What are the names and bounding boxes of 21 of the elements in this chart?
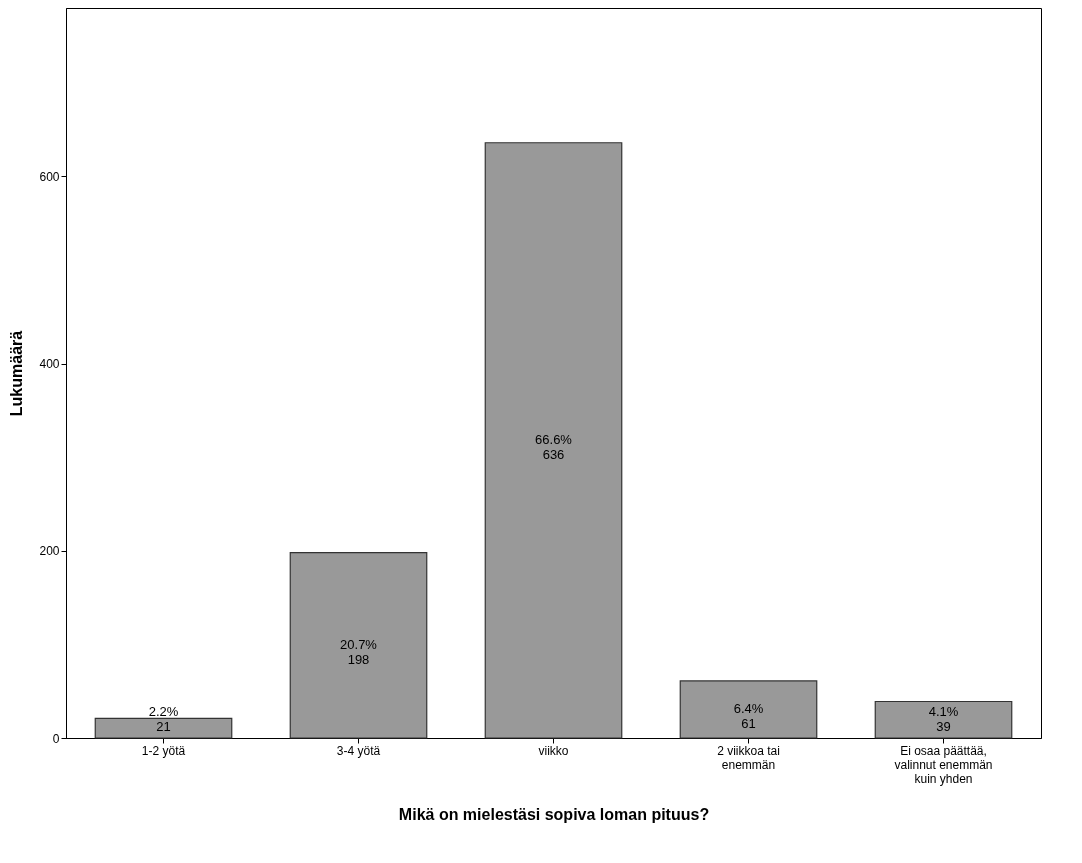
- y-tick-label: 0: [52, 731, 60, 746]
- data-label: 4.1% 39: [928, 704, 959, 735]
- x-axis-title: Mikä on mielestäsi sopiva loman pituus?: [398, 805, 710, 823]
- bar: [874, 700, 1013, 739]
- x-tick-label: 2 viikkoa tai enemmän: [717, 743, 780, 772]
- bar: [679, 680, 818, 739]
- x-tick-label: Ei osaa päättää, valinnut enemmän kuin yhden: [894, 743, 993, 786]
- bar: [94, 717, 233, 739]
- bar: [289, 552, 428, 739]
- x-tick-label: 3-4 yötä: [336, 743, 381, 758]
- x-tick-label: 1-2 yötä: [141, 743, 186, 758]
- data-label: 20.7% 198: [340, 637, 378, 668]
- data-label: 66.6% 636: [535, 432, 573, 463]
- y-tick-label: 400: [39, 357, 60, 372]
- data-label: 2.2% 21: [148, 704, 179, 735]
- data-label: 6.4% 61: [733, 701, 764, 732]
- bar: [484, 142, 623, 739]
- y-axis-title: Lukumäärä: [8, 330, 26, 417]
- y-tick-label: 600: [39, 169, 60, 184]
- x-tick-label: viikko: [538, 743, 569, 758]
- y-tick-label: 200: [39, 544, 60, 559]
